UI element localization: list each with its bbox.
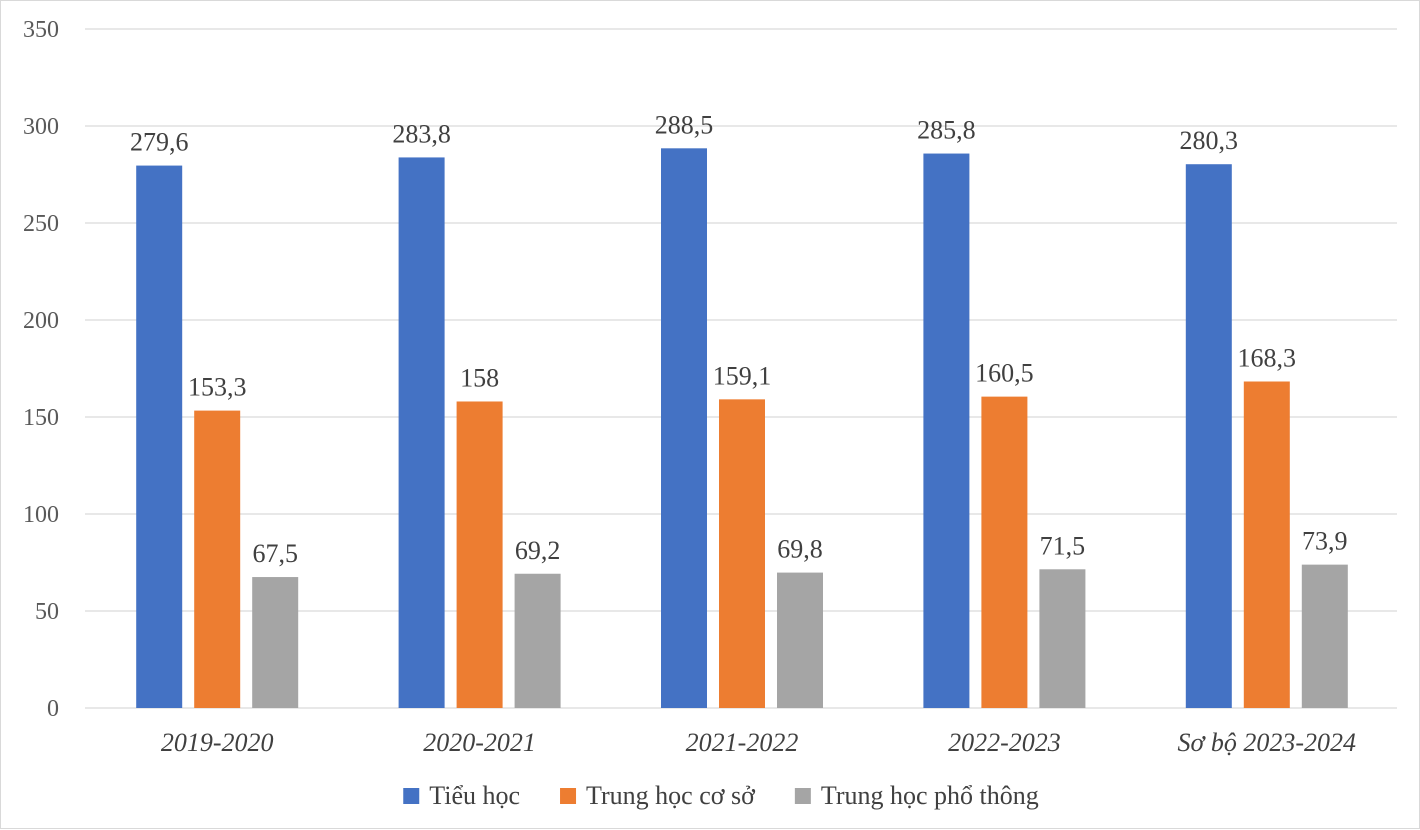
legend-label: Trung học phổ thông bbox=[821, 781, 1039, 810]
y-tick-label: 50 bbox=[35, 599, 59, 625]
y-tick-label: 200 bbox=[23, 308, 59, 334]
data-label: 71,5 bbox=[1040, 531, 1086, 560]
bar bbox=[456, 401, 503, 708]
data-label: 73,9 bbox=[1302, 527, 1348, 556]
bar bbox=[981, 396, 1028, 708]
bar bbox=[777, 572, 823, 708]
data-label: 69,2 bbox=[515, 536, 561, 565]
bars bbox=[136, 148, 1348, 709]
legend-item: Tiểu học bbox=[403, 781, 520, 810]
x-axis-categories: 2019-2020 2020-2021 2021-2022 2022-2023 Sơ b… bbox=[161, 728, 1356, 757]
x-category-label: 2020-2021 bbox=[423, 728, 536, 757]
bar bbox=[398, 157, 445, 709]
x-category-label: 2019-2020 bbox=[161, 728, 274, 757]
data-labels: 279,6 153,3 67,5 283,8 158 69,2 288,5 159,1 69,8… bbox=[130, 110, 1348, 568]
data-label: 288,5 bbox=[655, 110, 714, 139]
data-label: 283,8 bbox=[392, 119, 451, 148]
bar bbox=[1185, 164, 1232, 708]
legend-item: Trung học phổ thông bbox=[794, 781, 1039, 810]
data-label: 285,8 bbox=[917, 116, 976, 145]
legend: Tiểu học Trung học cơ sở Trung học phổ thô… bbox=[403, 781, 1039, 810]
y-tick-label: 100 bbox=[23, 502, 59, 528]
bar bbox=[1243, 381, 1290, 708]
y-tick-label: 350 bbox=[23, 17, 59, 43]
bar bbox=[923, 153, 970, 709]
bar bbox=[514, 573, 561, 708]
legend-swatch bbox=[794, 788, 811, 804]
bar bbox=[661, 148, 707, 708]
x-category-label: 2022-2023 bbox=[948, 728, 1061, 757]
x-category-label: 2021-2022 bbox=[686, 728, 799, 757]
y-tick-label: 300 bbox=[23, 114, 59, 140]
data-label: 159,1 bbox=[713, 361, 772, 390]
data-label: 168,3 bbox=[1238, 343, 1297, 372]
data-label: 160,5 bbox=[975, 359, 1034, 388]
y-tick-label: 150 bbox=[23, 405, 59, 431]
legend-label: Trung học cơ sở bbox=[586, 781, 756, 810]
bar bbox=[136, 165, 183, 709]
data-label: 158 bbox=[460, 363, 499, 392]
legend-label: Tiểu học bbox=[429, 781, 520, 810]
legend-swatch bbox=[403, 788, 420, 804]
y-tick-label: 250 bbox=[23, 211, 59, 237]
data-label: 67,5 bbox=[252, 539, 298, 568]
bar bbox=[252, 577, 299, 708]
legend-item: Trung học cơ sở bbox=[560, 781, 756, 810]
bar bbox=[719, 399, 765, 708]
data-label: 279,6 bbox=[130, 128, 189, 157]
data-label: 69,8 bbox=[777, 535, 823, 564]
data-label: 280,3 bbox=[1180, 126, 1239, 155]
bar bbox=[194, 410, 241, 708]
y-tick-label: 0 bbox=[47, 696, 59, 722]
y-axis-ticks: 0 50 100 150 200 250 300 350 bbox=[23, 17, 59, 722]
x-category-label: Sơ bộ 2023-2024 bbox=[1178, 728, 1357, 757]
legend-swatch bbox=[560, 788, 577, 804]
data-label: 153,3 bbox=[188, 373, 247, 402]
bar bbox=[1301, 564, 1348, 708]
bar bbox=[1039, 569, 1086, 708]
